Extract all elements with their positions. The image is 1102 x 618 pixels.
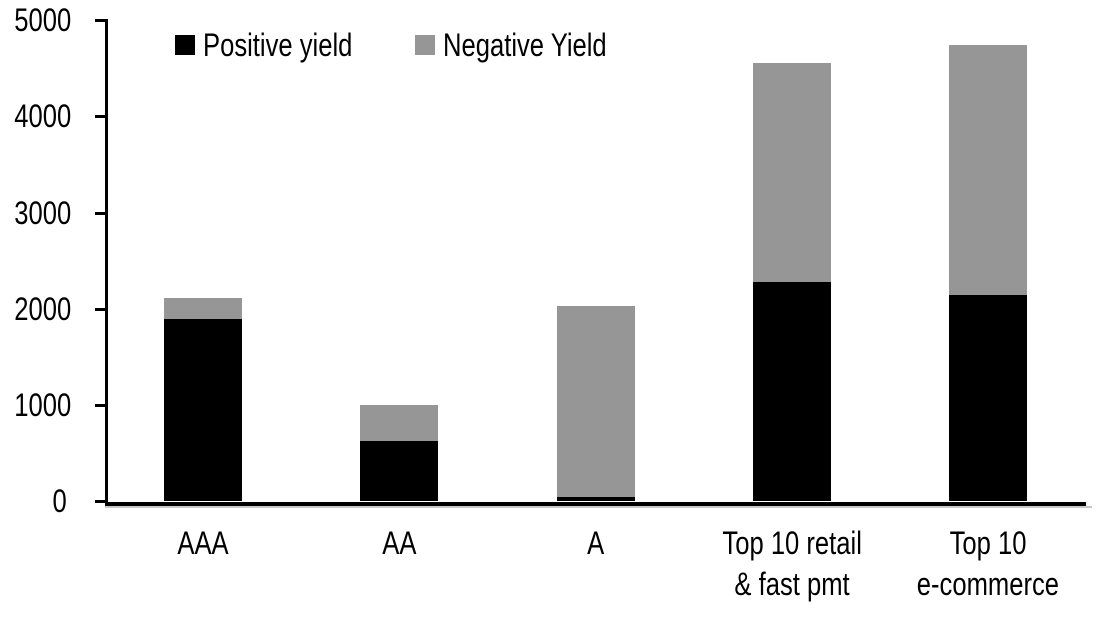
y-tick-label-5000: 5000 [0,0,71,41]
y-tick-label-text-0: 0 [52,483,67,519]
x-axis-label-text-a-0: A [586,525,605,561]
y-tick-label-text-3000: 3000 [14,194,72,231]
x-axis-label-a: A [498,523,694,564]
y-tick-label-text-1000: 1000 [14,386,72,423]
y-axis-line [105,19,108,506]
legend-label-text-negative-yield: Negative Yield [443,27,607,63]
x-axis-label-text-top-10-e-commerce-0: Top 10 [949,525,1027,561]
y-axis-tick-4000 [95,115,105,119]
legend-label-positive-yield: Positive yield [203,27,390,63]
y-tick-label-text-2000: 2000 [14,290,72,327]
y-axis-tick-3000 [95,211,105,215]
x-axis-label-text-aa-0: AA [382,525,417,561]
y-tick-label-2000: 2000 [0,289,71,330]
x-axis-label-text-aaa-0: AAA [177,525,229,561]
y-axis-tick-2000 [95,307,105,311]
legend-swatch-negative-yield [415,35,435,55]
legend-item-negative-yield: Negative Yield [415,27,648,63]
bar-top-10-e-commerce-positive-yield [948,294,1027,502]
x-axis-label-aa: AA [301,523,497,564]
x-axis-line [105,501,1086,506]
x-axis-label-aaa: AAA [105,523,301,564]
x-axis-label-line-top-10-retail-fast-pmt-1: & fast pmt [694,564,890,605]
y-axis-tick-1000 [95,403,105,407]
bar-aaa-negative-yield [164,297,243,319]
legend-swatch-positive-yield [175,35,195,55]
bar-top-10-e-commerce-negative-yield [948,44,1027,295]
bar-a-negative-yield [556,306,635,498]
x-axis-label-line-a-0: A [498,523,694,564]
bar-aa-negative-yield [360,405,439,441]
x-axis-label-text-top-10-retail-fast-pmt-1: & fast pmt [734,566,850,602]
y-axis-tick-0 [95,500,105,503]
y-tick-label-text-4000: 4000 [14,98,72,135]
bar-aaa-positive-yield [164,318,243,502]
y-tick-label-text-5000: 5000 [14,2,72,39]
x-axis-label-line-top-10-e-commerce-1: e-commerce [890,564,1086,605]
x-axis-label-text-top-10-e-commerce-1: e-commerce [916,566,1060,602]
x-axis-label-line-top-10-e-commerce-0: Top 10 [890,523,1086,564]
legend-item-positive-yield: Positive yield [175,27,390,63]
bar-a-positive-yield [556,497,635,502]
bar-top-10-retail-fast-pmt-negative-yield [752,63,831,283]
bar-top-10-retail-fast-pmt-positive-yield [752,282,831,502]
x-axis-label-line-aaa-0: AAA [105,523,301,564]
y-tick-label-1000: 1000 [0,385,71,426]
x-axis-label-top-10-e-commerce: Top 10 e-commerce [890,523,1086,605]
bar-aa-positive-yield [360,440,439,502]
x-axis-label-line-aa-0: AA [301,523,497,564]
x-axis-shadow-line [105,505,1092,508]
x-axis-label-top-10-retail-fast-pmt: Top 10 retail & fast pmt [694,523,890,605]
x-axis-label-line-top-10-retail-fast-pmt-0: Top 10 retail [694,523,890,564]
y-tick-label-3000: 3000 [0,193,71,234]
y-tick-label-0: 0 [0,481,67,522]
legend-label-text-positive-yield: Positive yield [203,27,353,63]
y-tick-label-4000: 4000 [0,96,71,137]
x-axis-label-text-top-10-retail-fast-pmt-0: Top 10 retail [721,525,862,561]
legend-label-negative-yield: Negative Yield [443,27,648,63]
y-axis-tick-5000 [95,19,105,23]
